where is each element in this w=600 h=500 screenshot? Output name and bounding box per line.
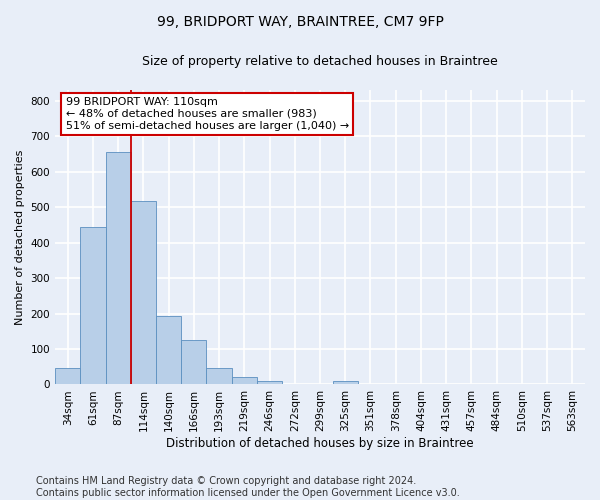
Y-axis label: Number of detached properties: Number of detached properties: [15, 150, 25, 325]
Title: Size of property relative to detached houses in Braintree: Size of property relative to detached ho…: [142, 55, 498, 68]
Bar: [332, 381, 358, 384]
Bar: [131, 202, 156, 384]
Bar: [80, 228, 106, 384]
Bar: [156, 316, 181, 384]
Text: 99 BRIDPORT WAY: 110sqm
← 48% of detached houses are smaller (983)
51% of semi-d: 99 BRIDPORT WAY: 110sqm ← 48% of detache…: [65, 98, 349, 130]
Bar: [181, 340, 206, 384]
Bar: [55, 368, 80, 384]
X-axis label: Distribution of detached houses by size in Braintree: Distribution of detached houses by size …: [166, 437, 474, 450]
Bar: [106, 152, 131, 384]
Bar: [206, 368, 232, 384]
Text: 99, BRIDPORT WAY, BRAINTREE, CM7 9FP: 99, BRIDPORT WAY, BRAINTREE, CM7 9FP: [157, 15, 443, 29]
Bar: [232, 376, 257, 384]
Bar: [257, 381, 282, 384]
Text: Contains HM Land Registry data © Crown copyright and database right 2024.
Contai: Contains HM Land Registry data © Crown c…: [36, 476, 460, 498]
